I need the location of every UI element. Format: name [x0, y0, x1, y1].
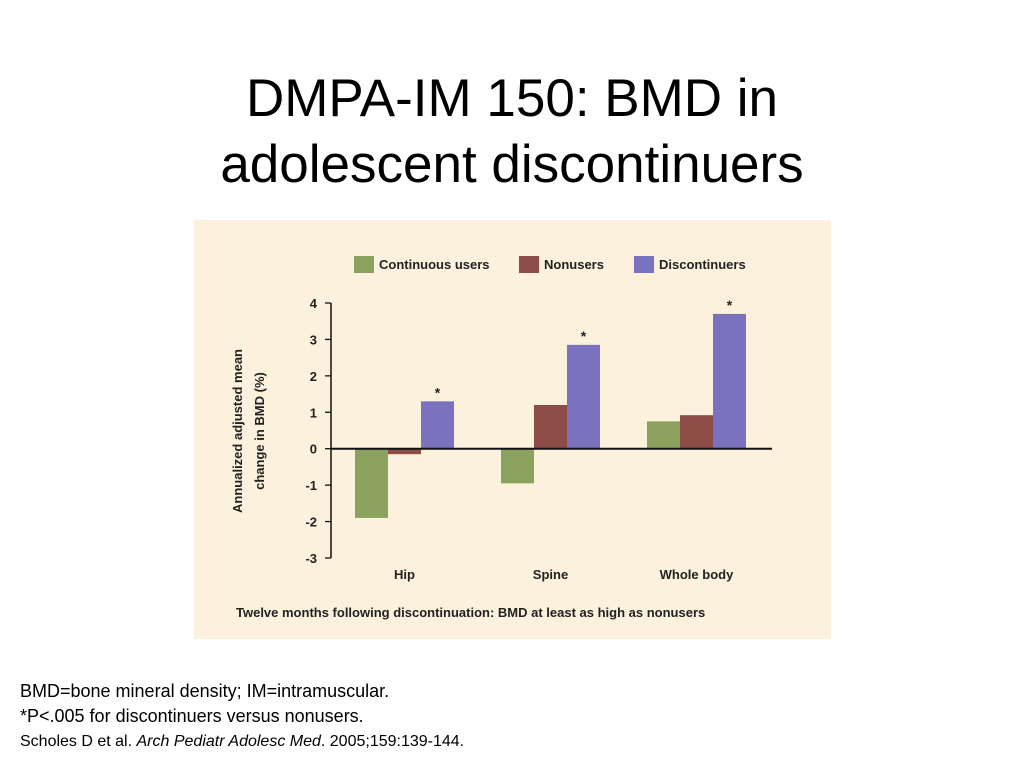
y-tick-label-2: 3 — [310, 332, 317, 347]
y-tick-label-4: 1 — [310, 405, 317, 420]
legend-label-3: Discontinuers — [659, 257, 746, 272]
chart-caption: Twelve months following discontinuation:… — [236, 605, 705, 620]
footnote-citation: Scholes D et al. Arch Pediatr Adolesc Me… — [20, 729, 464, 755]
legend-swatch-3 — [634, 256, 654, 273]
y-axis-title-line-2: change in BMD (%) — [252, 372, 267, 490]
citation-details: . 2005;159:139-144. — [320, 733, 465, 750]
bar-chart: Continuous users Nonusers Discontinuers 4 3 2… — [194, 220, 831, 639]
legend-label-1: Continuous users — [379, 257, 490, 272]
bar-3-3 — [713, 313, 746, 449]
legend-swatch-1 — [354, 256, 374, 273]
y-axis-title-line-1: Annualized adjusted mean — [230, 349, 245, 513]
y-tick-label-1: 4 — [310, 296, 318, 311]
bar-1-3 — [647, 421, 680, 449]
bar-1-2 — [501, 448, 534, 484]
citation-authors: Scholes D et al. — [20, 733, 137, 750]
significance-marker-2: * — [581, 328, 587, 344]
slide-title: DMPA-IM 150: BMD in adolescent discontin… — [0, 66, 1024, 198]
bar-2-2 — [534, 405, 567, 449]
bar-2-1 — [388, 448, 421, 455]
chart-figure: Continuous users Nonusers Discontinuers 4 3 2… — [194, 220, 831, 639]
bar-1-1 — [355, 448, 388, 518]
y-tick-label-8: -3 — [305, 551, 317, 566]
x-category-label-3: Whole body — [660, 567, 734, 582]
legend-swatch-2 — [519, 256, 539, 273]
title-line-2: adolescent discontinuers — [220, 135, 804, 194]
y-tick-label-5: 0 — [310, 442, 317, 457]
bar-3-2 — [567, 344, 600, 449]
title-line-1: DMPA-IM 150: BMD in — [245, 69, 779, 128]
bar-3-1 — [421, 401, 454, 449]
footnote-definitions: BMD=bone mineral density; IM=intramuscul… — [20, 681, 390, 701]
bar-2-3 — [680, 415, 713, 449]
x-category-label-1: Hip — [394, 567, 415, 582]
footnote-significance: *P<.005 for discontinuers versus nonuser… — [20, 706, 364, 726]
legend-label-2: Nonusers — [544, 257, 604, 272]
citation-journal: Arch Pediatr Adolesc Med — [136, 733, 321, 750]
significance-marker-1: * — [435, 384, 441, 400]
y-tick-label-3: 2 — [310, 369, 317, 384]
y-tick-label-6: -1 — [305, 478, 317, 493]
x-category-label-2: Spine — [533, 567, 568, 582]
footnotes: BMD=bone mineral density; IM=intramuscul… — [20, 679, 464, 755]
y-tick-label-7: -2 — [305, 515, 317, 530]
significance-marker-3: * — [727, 297, 733, 313]
